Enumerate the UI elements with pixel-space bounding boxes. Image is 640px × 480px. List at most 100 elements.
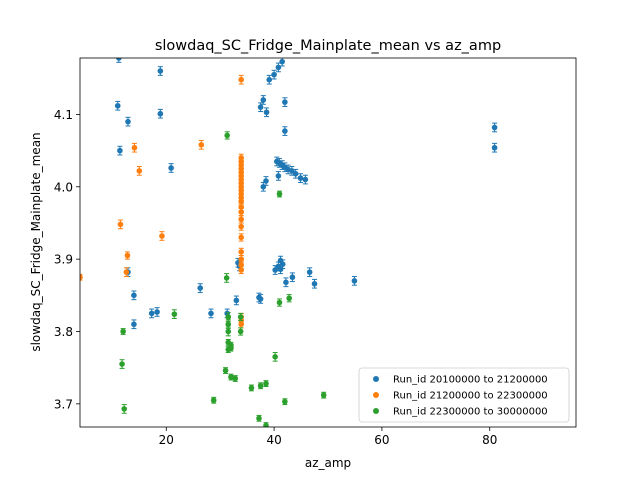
legend-marker-series-1 [373, 376, 379, 382]
data-point [171, 311, 178, 317]
plot-frame [79, 57, 577, 428]
data-point [276, 299, 283, 306]
y-tick-label: 3.9 [54, 253, 73, 267]
data-point [117, 147, 123, 154]
data-point [223, 275, 230, 281]
data-point [248, 385, 255, 391]
series-2 [80, 74, 244, 329]
data-point [272, 267, 278, 273]
data-point [286, 295, 292, 302]
data-point [238, 216, 244, 223]
data-point [168, 165, 174, 171]
data-point [131, 321, 137, 328]
data-point [232, 375, 239, 382]
data-point [238, 198, 244, 205]
data-point [154, 309, 160, 315]
y-tick-label: 4.0 [54, 180, 73, 194]
data-point [260, 183, 267, 190]
data-point [159, 233, 165, 239]
data-point [233, 297, 240, 304]
data-point [238, 223, 244, 230]
legend-label-series-1: Run_id 20100000 to 21200000 [393, 375, 548, 386]
y-axis-ticks: 3.7 3.8 3.9 4.0 4.1 [54, 108, 80, 411]
data-point [257, 382, 264, 389]
data-point [228, 374, 234, 380]
data-point [263, 422, 269, 427]
data-point [238, 321, 244, 328]
data-point [256, 415, 262, 422]
x-tick-label: 20 [159, 433, 174, 447]
y-tick-label: 4.1 [54, 108, 73, 122]
x-tick-label: 60 [374, 433, 389, 447]
data-point [238, 267, 244, 273]
data-point [222, 367, 229, 374]
data-point [131, 292, 137, 299]
data-point [276, 191, 283, 197]
data-point [351, 278, 358, 284]
data-point [238, 249, 244, 255]
data-point [306, 269, 313, 275]
data-point [279, 58, 285, 65]
legend-label-series-3: Run_id 22300000 to 30000000 [393, 407, 548, 418]
data-point [297, 175, 304, 181]
legend-label-series-2: Run_id 21200000 to 22300000 [393, 391, 548, 402]
data-layer [80, 58, 498, 427]
x-tick-label: 80 [482, 433, 497, 447]
data-point [238, 234, 244, 241]
data-point [271, 71, 277, 78]
legend-marker-series-3 [373, 408, 379, 414]
data-point [257, 104, 264, 110]
y-tick-label: 3.7 [54, 397, 73, 411]
data-point [80, 274, 83, 281]
data-point [117, 221, 124, 228]
series-3 [119, 131, 327, 427]
data-point [282, 398, 288, 405]
data-point [302, 176, 309, 183]
data-point [283, 279, 289, 286]
data-point [124, 252, 131, 259]
data-point [148, 310, 155, 317]
data-point [282, 128, 288, 134]
legend-box [358, 367, 570, 423]
data-point [136, 168, 143, 174]
data-point [272, 354, 278, 360]
x-axis-ticks: 20 40 60 80 [159, 427, 497, 447]
data-point [491, 144, 498, 151]
data-point [277, 266, 284, 273]
legend: Run_id 20100000 to 21200000 Run_id 21200… [358, 367, 570, 423]
data-point [125, 118, 131, 125]
y-tick-label: 3.8 [54, 325, 73, 339]
y-axis-label: slowdaq_SC_Fridge_Mainplate_mean [29, 132, 43, 351]
data-point [116, 58, 122, 61]
data-point [198, 142, 205, 148]
data-point [263, 380, 269, 387]
data-point [120, 328, 126, 335]
data-point [311, 280, 318, 287]
data-point [225, 321, 232, 328]
data-point [238, 209, 244, 215]
data-point [292, 170, 299, 177]
data-point [275, 64, 282, 71]
data-point [197, 285, 204, 291]
data-point [157, 110, 164, 117]
data-point [121, 406, 128, 412]
data-point [238, 256, 244, 262]
data-point [257, 296, 264, 302]
x-axis-label: az_amp [305, 456, 351, 470]
data-point [266, 76, 273, 83]
data-point [157, 68, 164, 74]
chart-title: slowdaq_SC_Fridge_Mainplate_mean vs az_a… [155, 38, 501, 54]
data-point [277, 257, 284, 264]
data-point [225, 328, 232, 335]
data-point [263, 109, 270, 116]
legend-marker-series-2 [373, 392, 379, 398]
data-point [320, 392, 327, 398]
data-point [237, 328, 244, 335]
data-point [224, 132, 230, 139]
data-point [238, 76, 244, 83]
data-point [491, 124, 498, 131]
data-point [225, 314, 232, 320]
data-point [275, 173, 282, 179]
data-point [208, 310, 214, 317]
